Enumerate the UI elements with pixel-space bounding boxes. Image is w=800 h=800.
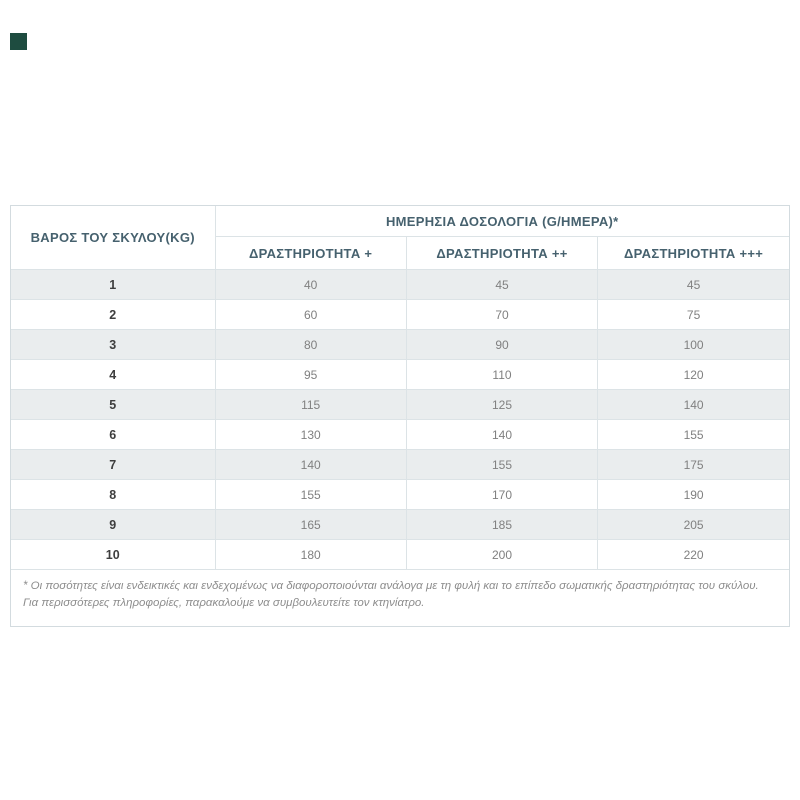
value-cell: 165 bbox=[214, 509, 407, 540]
value-cell: 60 bbox=[214, 299, 407, 330]
value-cell: 40 bbox=[214, 269, 407, 300]
weight-cell: 10 bbox=[11, 539, 216, 569]
header-row-activity: ΔΡΑΣΤΗΡΙΟΤΗΤΑ + ΔΡΑΣΤΗΡΙΟΤΗΤΑ ++ ΔΡΑΣΤΗΡ… bbox=[11, 236, 789, 270]
dosage-table-grid: ΒΑΡΟΣ ΤΟΥ ΣΚΥΛΟΥ(KG) ΗΜΕΡΗΣΙΑ ΔΟΣΟΛΟΓΙΑ … bbox=[11, 206, 789, 569]
value-cell: 100 bbox=[597, 329, 789, 360]
footnote: * Οι ποσότητες είναι ενδεικτικές και ενδ… bbox=[11, 569, 789, 626]
weight-cell: 3 bbox=[11, 329, 216, 360]
value-cell: 155 bbox=[597, 419, 789, 450]
value-cell: 75 bbox=[597, 299, 789, 330]
value-cell: 140 bbox=[214, 449, 407, 480]
weight-cell: 7 bbox=[11, 449, 216, 480]
dosage-header-cell: ΗΜΕΡΗΣΙΑ ΔΟΣΟΛΟΓΙΑ (G/ΗΜΕΡΑ)* bbox=[214, 206, 789, 237]
table-row: 9 165 185 205 bbox=[11, 509, 789, 540]
weight-cell: 1 bbox=[11, 269, 216, 300]
value-cell: 110 bbox=[405, 359, 599, 390]
value-cell: 190 bbox=[597, 479, 789, 510]
table-row: 6 130 140 155 bbox=[11, 419, 789, 450]
value-cell: 90 bbox=[405, 329, 599, 360]
dosage-table: ΒΑΡΟΣ ΤΟΥ ΣΚΥΛΟΥ(KG) ΗΜΕΡΗΣΙΑ ΔΟΣΟΛΟΓΙΑ … bbox=[10, 205, 790, 627]
value-cell: 175 bbox=[597, 449, 789, 480]
header-row-main: ΒΑΡΟΣ ΤΟΥ ΣΚΥΛΟΥ(KG) ΗΜΕΡΗΣΙΑ ΔΟΣΟΛΟΓΙΑ … bbox=[11, 206, 789, 270]
table-row: 8 155 170 190 bbox=[11, 479, 789, 510]
table-row: 4 95 110 120 bbox=[11, 359, 789, 390]
activity-header-cell-2: ΔΡΑΣΤΗΡΙΟΤΗΤΑ ++ bbox=[405, 236, 599, 270]
table-row: 7 140 155 175 bbox=[11, 449, 789, 480]
activity-header-cell-1: ΔΡΑΣΤΗΡΙΟΤΗΤΑ + bbox=[215, 236, 407, 270]
table-row: 3 80 90 100 bbox=[11, 329, 789, 360]
value-cell: 70 bbox=[405, 299, 599, 330]
weight-cell: 9 bbox=[11, 509, 216, 540]
value-cell: 220 bbox=[597, 539, 789, 569]
table-row: 5 115 125 140 bbox=[11, 389, 789, 420]
weight-cell: 5 bbox=[11, 389, 216, 420]
value-cell: 115 bbox=[214, 389, 407, 420]
value-cell: 120 bbox=[597, 359, 789, 390]
value-cell: 205 bbox=[597, 509, 789, 540]
weight-cell: 2 bbox=[11, 299, 216, 330]
corner-mark bbox=[10, 33, 27, 50]
table-header: ΒΑΡΟΣ ΤΟΥ ΣΚΥΛΟΥ(KG) ΗΜΕΡΗΣΙΑ ΔΟΣΟΛΟΓΙΑ … bbox=[11, 206, 789, 270]
table-row: 1 40 45 45 bbox=[11, 269, 789, 300]
value-cell: 140 bbox=[597, 389, 789, 420]
value-cell: 185 bbox=[405, 509, 599, 540]
value-cell: 45 bbox=[405, 269, 599, 300]
weight-header-cell: ΒΑΡΟΣ ΤΟΥ ΣΚΥΛΟΥ(KG) bbox=[11, 206, 216, 270]
value-cell: 80 bbox=[214, 329, 407, 360]
value-cell: 125 bbox=[405, 389, 599, 420]
value-cell: 155 bbox=[214, 479, 407, 510]
weight-cell: 4 bbox=[11, 359, 216, 390]
value-cell: 130 bbox=[214, 419, 407, 450]
weight-cell: 6 bbox=[11, 419, 216, 450]
value-cell: 95 bbox=[214, 359, 407, 390]
activity-header-cell-3: ΔΡΑΣΤΗΡΙΟΤΗΤΑ +++ bbox=[597, 236, 789, 270]
value-cell: 180 bbox=[214, 539, 407, 569]
table-row: 10 180 200 220 bbox=[11, 539, 789, 569]
value-cell: 140 bbox=[405, 419, 599, 450]
value-cell: 45 bbox=[597, 269, 789, 300]
weight-cell: 8 bbox=[11, 479, 216, 510]
value-cell: 155 bbox=[405, 449, 599, 480]
table-row: 2 60 70 75 bbox=[11, 299, 789, 330]
value-cell: 200 bbox=[405, 539, 599, 569]
table-body: 1 40 45 45 2 60 70 75 3 80 90 100 4 95 110 120 5 115 125 14… bbox=[11, 269, 789, 569]
value-cell: 170 bbox=[405, 479, 599, 510]
